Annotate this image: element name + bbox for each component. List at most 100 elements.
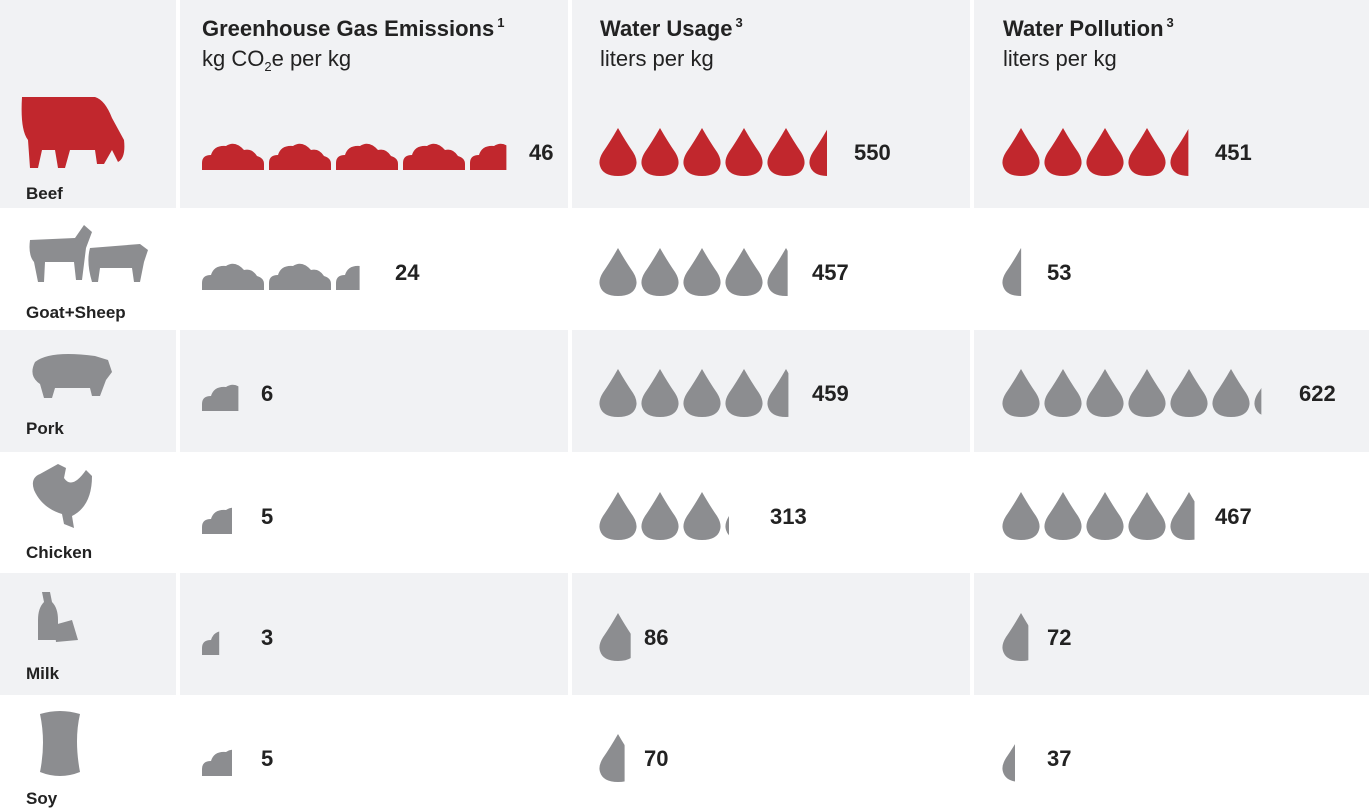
- drop-icon: [1170, 129, 1189, 176]
- drop-shape: [1086, 128, 1124, 176]
- value-label: 622: [1299, 381, 1336, 406]
- drop-shape: [1128, 369, 1166, 417]
- value-label: 46: [529, 140, 553, 165]
- drop-shape: [599, 248, 637, 296]
- drop-icon: [1086, 369, 1124, 417]
- drop-icon: [1002, 369, 1040, 417]
- column-separator: [970, 573, 974, 695]
- drop-shape: [725, 248, 763, 296]
- drop-shape: [683, 128, 721, 176]
- drop-icon: [599, 492, 637, 540]
- drop-icon: [599, 734, 625, 782]
- cloud-shape: [336, 265, 360, 290]
- cloud-icon: [202, 507, 232, 534]
- value-label: 53: [1047, 260, 1071, 285]
- drop-icon: [725, 369, 763, 417]
- drop-icon: [767, 248, 788, 296]
- drop-icon: [1212, 369, 1250, 417]
- drop-shape: [725, 369, 763, 417]
- unit-text: liters per kg: [1003, 46, 1117, 71]
- row-background: [0, 452, 1369, 573]
- drop-icon: [1128, 492, 1166, 540]
- drop-icon: [1170, 492, 1195, 540]
- row-background: [0, 573, 1369, 695]
- drop-icon: [641, 248, 679, 296]
- value-label: 459: [812, 381, 849, 406]
- drop-shape: [1002, 248, 1022, 296]
- drop-shape: [1128, 128, 1166, 176]
- value-label: 86: [644, 625, 668, 650]
- drop-shape: [1002, 369, 1040, 417]
- row-label: Milk: [26, 664, 60, 683]
- row-icon: [38, 592, 78, 642]
- value-label: 70: [644, 746, 668, 771]
- drop-shape: [599, 734, 625, 782]
- drop-icon: [1002, 492, 1040, 540]
- drop-shape: [599, 369, 637, 417]
- cloud-shape: [202, 384, 239, 411]
- drop-shape: [767, 369, 789, 417]
- drop-shape: [641, 248, 679, 296]
- row-background: [0, 695, 1369, 812]
- unit-text: kg CO: [202, 46, 264, 71]
- column-unit: kg CO2e per kg: [202, 46, 351, 74]
- drop-icon: [1128, 369, 1166, 417]
- row-label: Soy: [26, 789, 58, 808]
- column-unit: liters per kg: [600, 46, 714, 71]
- column-title-text: Greenhouse Gas Emissions: [202, 16, 494, 41]
- drop-icon: [1086, 128, 1124, 176]
- cloud-shape: [470, 143, 507, 170]
- value-label: 5: [261, 746, 273, 771]
- value-label: 313: [770, 504, 807, 529]
- drop-shape: [683, 369, 721, 417]
- drop-shape: [1044, 369, 1082, 417]
- column-separator: [176, 0, 180, 208]
- cloud-shape: [336, 143, 398, 170]
- column-separator: [176, 330, 180, 452]
- drop-icon: [1044, 492, 1082, 540]
- value-label: 467: [1215, 504, 1252, 529]
- value-label: 37: [1047, 746, 1071, 771]
- drop-shape: [1170, 492, 1195, 540]
- value-label: 5: [261, 504, 273, 529]
- column-title-text: Water Pollution: [1003, 16, 1164, 41]
- drop-icon: [1086, 492, 1124, 540]
- drop-shape: [641, 492, 679, 540]
- drop-shape: [683, 492, 721, 540]
- drop-icon: [641, 369, 679, 417]
- row-background: [0, 330, 1369, 452]
- column-note: 3: [735, 15, 742, 30]
- column-title: Greenhouse Gas Emissions 1: [202, 15, 504, 41]
- column-separator: [568, 573, 572, 695]
- cloud-shape: [269, 143, 331, 170]
- drop-shape: [1128, 492, 1166, 540]
- drop-icon: [599, 369, 637, 417]
- drop-icon: [599, 613, 631, 661]
- cloud-shape: [202, 263, 264, 290]
- row-label: Chicken: [26, 543, 92, 562]
- drop-shape: [1002, 128, 1040, 176]
- column-unit: liters per kg: [1003, 46, 1117, 71]
- row-icon: [29, 225, 148, 282]
- cloud-shape: [269, 263, 331, 290]
- row-icon: [32, 354, 112, 398]
- row-label: Goat+Sheep: [26, 303, 126, 322]
- drop-shape: [1086, 369, 1124, 417]
- drop-icon: [599, 128, 637, 176]
- row-label: Beef: [26, 184, 63, 203]
- column-separator: [568, 330, 572, 452]
- drop-shape: [725, 516, 729, 536]
- drop-icon: [683, 248, 721, 296]
- drop-shape: [599, 613, 631, 661]
- column-title-text: Water Usage: [600, 16, 732, 41]
- row-icon: [32, 464, 92, 528]
- column-note: 3: [1167, 15, 1174, 30]
- drop-icon: [1044, 369, 1082, 417]
- drop-shape: [725, 128, 763, 176]
- drop-icon: [1044, 128, 1082, 176]
- drop-icon: [683, 369, 721, 417]
- drop-icon: [683, 492, 721, 540]
- row-label: Pork: [26, 419, 64, 438]
- drop-icon: [683, 128, 721, 176]
